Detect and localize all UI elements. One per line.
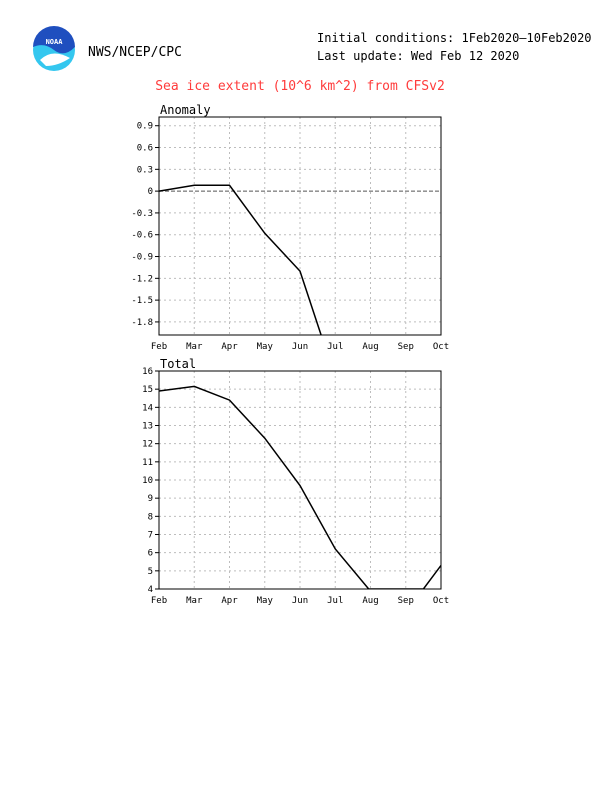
- figure-title: Sea ice extent (10^6 km^2) from CFSv2: [155, 79, 445, 94]
- x-tick-label: Oct: [433, 342, 449, 352]
- logo-bird-icon: [40, 53, 70, 66]
- x-tick-label: Apr: [221, 596, 238, 606]
- panel-label: Total: [160, 357, 196, 371]
- y-tick-label: -0.6: [131, 231, 153, 241]
- x-tick-label: Apr: [221, 342, 238, 352]
- y-tick-label: 6: [148, 549, 153, 559]
- plot-frame: [158, 116, 442, 336]
- noaa-logo: NOAA: [33, 26, 75, 71]
- x-tick-label: Mar: [186, 342, 203, 352]
- initial-conditions: Initial conditions: 1Feb2020–10Feb2020: [317, 31, 592, 45]
- x-tick-label: May: [257, 342, 274, 352]
- y-tick-label: -1.8: [131, 318, 153, 328]
- x-tick-label: Jun: [292, 342, 308, 352]
- y-tick-label: 9: [148, 494, 153, 504]
- y-tick-label: 8: [148, 512, 153, 522]
- x-tick-label: Aug: [362, 596, 378, 606]
- last-update: Last update: Wed Feb 12 2020: [317, 49, 519, 63]
- y-tick-label: -1.2: [131, 274, 153, 284]
- y-tick-label: 0.9: [137, 122, 153, 132]
- y-tick-label: 15: [142, 385, 153, 395]
- x-tick-label: Aug: [362, 342, 378, 352]
- x-tick-label: Jul: [327, 342, 343, 352]
- panel-label: Anomaly: [160, 103, 211, 117]
- y-tick-label: 0.6: [137, 144, 153, 154]
- x-tick-label: Sep: [398, 596, 414, 606]
- x-tick-label: Jun: [292, 596, 308, 606]
- x-tick-label: Oct: [433, 596, 449, 606]
- x-tick-label: Jul: [327, 596, 343, 606]
- x-tick-label: Mar: [186, 596, 203, 606]
- total-panel: Feb Mar Apr May Jun Jul Aug Sep Oct 16 15 14 13 12 11 1…: [142, 357, 449, 606]
- series-line: [159, 184, 322, 335]
- x-tick-label: Feb: [151, 342, 167, 352]
- logo-blue-top: [33, 26, 75, 54]
- y-tick-label: 13: [142, 422, 153, 432]
- series-line: [159, 385, 441, 589]
- y-tick-label: -0.3: [131, 209, 153, 219]
- y-tick-label: 0.3: [137, 165, 153, 175]
- y-tick-label: 16: [142, 367, 153, 377]
- plot-frame: [158, 370, 442, 590]
- y-tick-label: 0: [148, 187, 153, 197]
- y-tick-label: 12: [142, 440, 153, 450]
- x-tick-label: Sep: [398, 342, 414, 352]
- y-tick-label: 7: [148, 531, 153, 541]
- y-tick-label: 4: [148, 585, 153, 595]
- agency-label: NWS/NCEP/CPC: [88, 45, 182, 60]
- x-tick-label: May: [257, 596, 274, 606]
- y-tick-label: 5: [148, 567, 153, 577]
- anomaly-panel: Feb Mar Apr May Jun Jul Aug Sep Oct 0.9 0.6 0.3 0 -0.…: [131, 103, 449, 352]
- y-tick-label: -1.5: [131, 296, 153, 306]
- y-tick-label: -0.9: [131, 253, 153, 263]
- x-tick-label: Feb: [151, 596, 167, 606]
- y-tick-label: 11: [142, 458, 153, 468]
- y-tick-label: 10: [142, 476, 153, 486]
- logo-text: NOAA: [46, 38, 64, 46]
- y-tick-label: 14: [142, 403, 153, 413]
